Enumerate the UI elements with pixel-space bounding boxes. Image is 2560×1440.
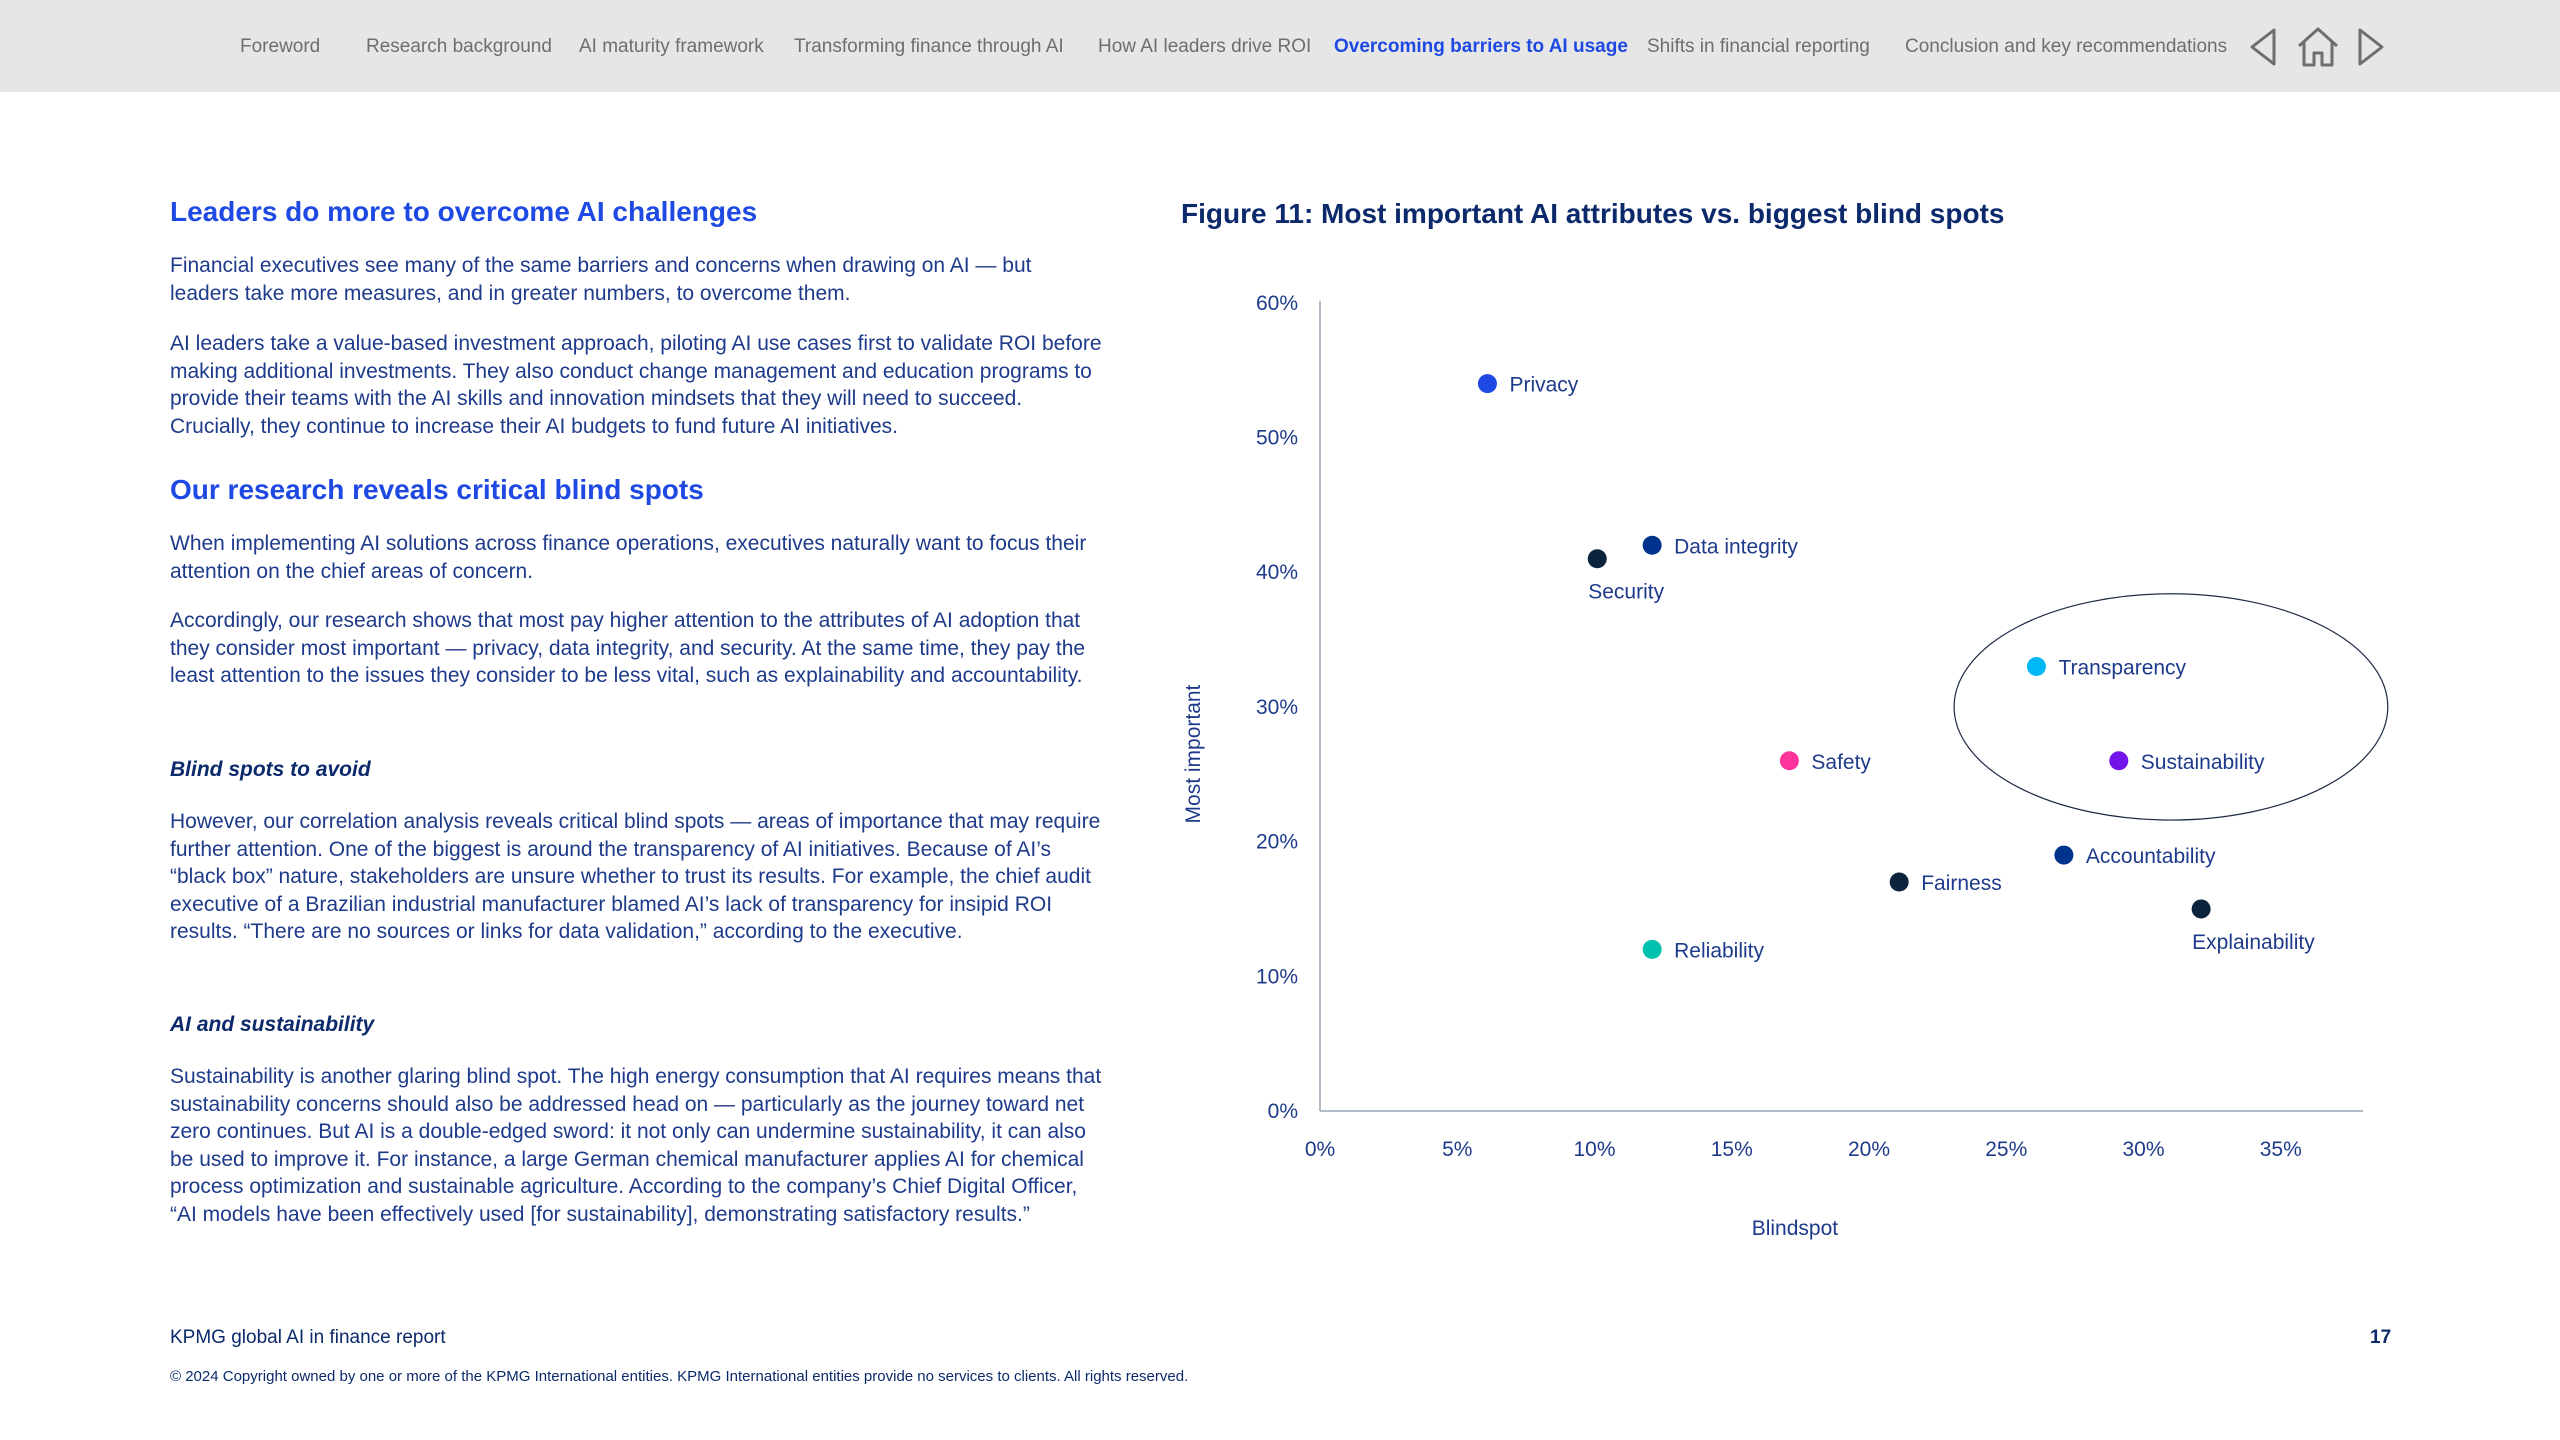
figure-title: Figure 11: Most important AI attributes … xyxy=(1181,198,2005,229)
point-label-security: Security xyxy=(1588,581,1664,604)
point-label-explainability: Explainability xyxy=(2192,931,2315,954)
point-transparency xyxy=(2026,656,2046,676)
x-tick-label: 35% xyxy=(2260,1138,2302,1161)
paragraph-sustainability: Sustainability is another glaring blind … xyxy=(170,1065,1102,1226)
y-tick-label: 10% xyxy=(1256,965,1298,988)
y-axis-label: Most important xyxy=(1182,684,1205,823)
x-tick-label: 5% xyxy=(1442,1138,1472,1161)
x-tick-label: 15% xyxy=(1711,1138,1753,1161)
nav-item-conclusion[interactable]: Conclusion and key recommendations xyxy=(1905,36,2228,57)
point-reliability xyxy=(1642,939,1662,959)
point-accountability xyxy=(2054,845,2074,865)
point-label-data-integrity: Data integrity xyxy=(1674,535,1798,558)
y-tick-label: 50% xyxy=(1256,427,1298,450)
nav-item-ai-leaders-roi[interactable]: How AI leaders drive ROI xyxy=(1098,36,1312,57)
page-number: 17 xyxy=(2370,1327,2392,1348)
y-tick-label: 60% xyxy=(1256,292,1298,315)
section-heading-blind-spots: Our research reveals critical blind spot… xyxy=(170,474,704,505)
x-tick-label: 0% xyxy=(1305,1138,1335,1161)
home-icon[interactable] xyxy=(2296,26,2340,68)
paragraph-barriers: Financial executives see many of the sam… xyxy=(170,254,1032,305)
nav-item-research-background[interactable]: Research background xyxy=(366,36,552,57)
point-sustainability xyxy=(2109,751,2129,771)
point-label-reliability: Reliability xyxy=(1674,939,1764,962)
paragraph-chief-concerns: When implementing AI solutions across fi… xyxy=(170,532,1087,583)
point-safety xyxy=(1779,751,1799,771)
nav-item-overcoming-barriers[interactable]: Overcoming barriers to AI usage xyxy=(1334,36,1628,57)
point-label-transparency: Transparency xyxy=(2058,656,2186,679)
next-arrow-icon[interactable] xyxy=(2356,26,2386,68)
y-tick-label: 40% xyxy=(1256,561,1298,584)
point-explainability xyxy=(2191,899,2211,919)
footer-report-title: KPMG global AI in finance report xyxy=(170,1327,446,1348)
highlight-ellipse xyxy=(1953,593,2389,821)
nav-item-foreword[interactable]: Foreword xyxy=(240,36,321,57)
section-heading-overcome-challenges: Leaders do more to overcome AI challenge… xyxy=(170,196,758,227)
y-tick-label: 20% xyxy=(1256,831,1298,854)
nav-item-ai-maturity-framework[interactable]: AI maturity framework xyxy=(579,36,764,57)
subheading-ai-sustainability: AI and sustainability xyxy=(170,1013,375,1036)
point-data-integrity xyxy=(1642,535,1662,555)
nav-item-shifts-financial-reporting[interactable]: Shifts in financial reporting xyxy=(1647,36,1870,57)
top-navigation-bar: Foreword Research background AI maturity… xyxy=(0,0,2560,92)
subheading-blind-spots-to-avoid: Blind spots to avoid xyxy=(170,758,371,781)
y-tick-label: 0% xyxy=(1268,1100,1298,1123)
x-tick-label: 20% xyxy=(1848,1138,1890,1161)
x-tick-label: 30% xyxy=(2122,1138,2164,1161)
prev-arrow-icon[interactable] xyxy=(2248,26,2278,68)
point-label-accountability: Accountability xyxy=(2086,845,2216,868)
x-tick-label: 25% xyxy=(1985,1138,2027,1161)
copyright-notice: © 2024 Copyright owned by one or more of… xyxy=(170,1368,1189,1385)
point-label-privacy: Privacy xyxy=(1509,374,1578,397)
point-security xyxy=(1587,549,1607,569)
paragraph-ai-leaders: AI leaders take a value-based investment… xyxy=(170,332,1102,438)
x-axis-label: Blindspot xyxy=(1752,1217,1839,1240)
nav-item-transforming-finance[interactable]: Transforming finance through AI xyxy=(794,36,1064,57)
point-label-safety: Safety xyxy=(1811,751,1871,774)
paragraph-research-findings: Accordingly, our research shows that mos… xyxy=(170,609,1086,687)
scatter-chart: 0% 10% 20% 30% 40% 50% 60% 0% 5% 10% 15% 20% 25% 30% 3… xyxy=(1182,292,2389,1240)
y-tick-label: 30% xyxy=(1256,696,1298,719)
point-fairness xyxy=(1889,872,1909,892)
point-label-sustainability: Sustainability xyxy=(2141,751,2265,774)
point-privacy xyxy=(1477,374,1497,394)
paragraph-transparency: However, our correlation analysis reveal… xyxy=(170,810,1101,943)
point-label-fairness: Fairness xyxy=(1921,872,2002,895)
x-tick-label: 10% xyxy=(1573,1138,1615,1161)
